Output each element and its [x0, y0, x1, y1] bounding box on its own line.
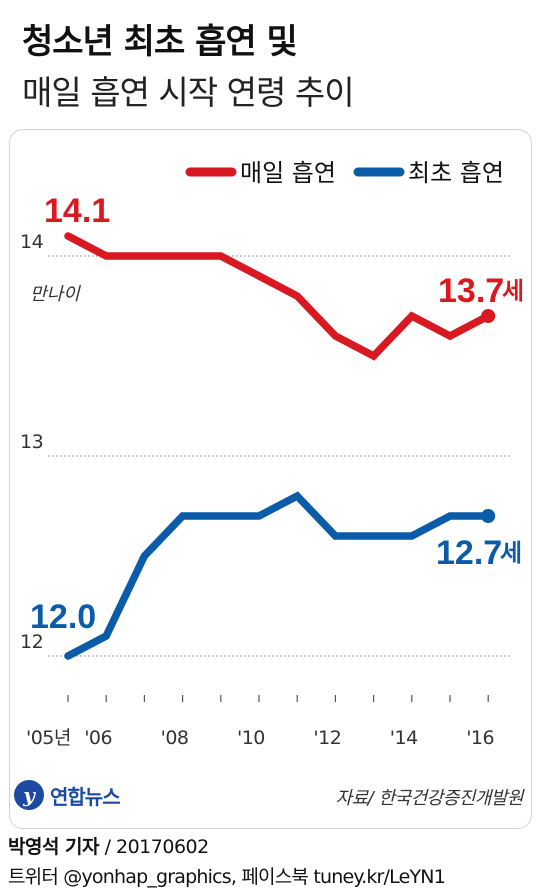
y-tick-label-13: 13	[20, 431, 43, 453]
legend: 매일 흡연 최초 흡연	[185, 159, 504, 187]
x-tick-label-2008: '08	[161, 727, 189, 749]
publish-date: / 20170602	[104, 836, 210, 858]
legend-label-daily: 매일 흡연	[240, 159, 336, 187]
gridlines	[48, 255, 512, 657]
x-tick-label-2005: '05년	[26, 727, 71, 749]
x-tick-label-2016: '16	[466, 727, 494, 749]
series-line-daily	[64, 232, 492, 361]
axis-ticks: 12 13 14 '05년 '06 '08 '10 '12 '14 '16	[20, 231, 495, 749]
x-tick-label-2014: '14	[390, 727, 418, 749]
legend-label-first: 최초 흡연	[408, 159, 504, 187]
y-tick-label-12: 12	[20, 631, 43, 653]
value-suffix-first-last: 세	[500, 539, 522, 567]
value-label-first-last: 12.7	[436, 534, 502, 572]
value-suffix-daily-last: 세	[502, 277, 524, 305]
logo-text: 연합뉴스	[50, 785, 121, 809]
chart-panel	[9, 129, 532, 829]
y-tick-label-14: 14	[20, 231, 44, 253]
value-label-first-first: 12.0	[30, 598, 96, 636]
source-note: 자료/ 한국건강증진개발원	[335, 788, 524, 809]
x-tick-label-2006: '06	[84, 727, 112, 749]
author-name: 박영석 기자	[8, 836, 100, 858]
x-tick-label-2010: '10	[237, 727, 265, 749]
x-tick-label-2012: '12	[313, 727, 341, 749]
value-label-daily-first: 14.1	[44, 192, 110, 230]
series-line-first	[64, 491, 492, 660]
series-endpoint-first	[481, 509, 496, 523]
logo-mark: y	[14, 780, 44, 810]
chart-title: 청소년 최초 흡연 및	[22, 22, 298, 62]
social-links: 트위터 @yonhap_graphics, 페이스북 tuney.kr/LeYN…	[8, 866, 446, 888]
value-label-daily-last: 13.7	[438, 272, 504, 310]
series-lines	[64, 232, 496, 660]
byline: 박영석 기자 / 20170602	[8, 832, 209, 859]
chart-subtitle: 매일 흡연 시작 연령 추이	[22, 73, 355, 112]
y-axis-unit-label: 만나이	[30, 284, 81, 305]
series-endpoint-daily	[481, 309, 496, 323]
yonhap-logo: y 연합뉴스	[14, 778, 142, 814]
